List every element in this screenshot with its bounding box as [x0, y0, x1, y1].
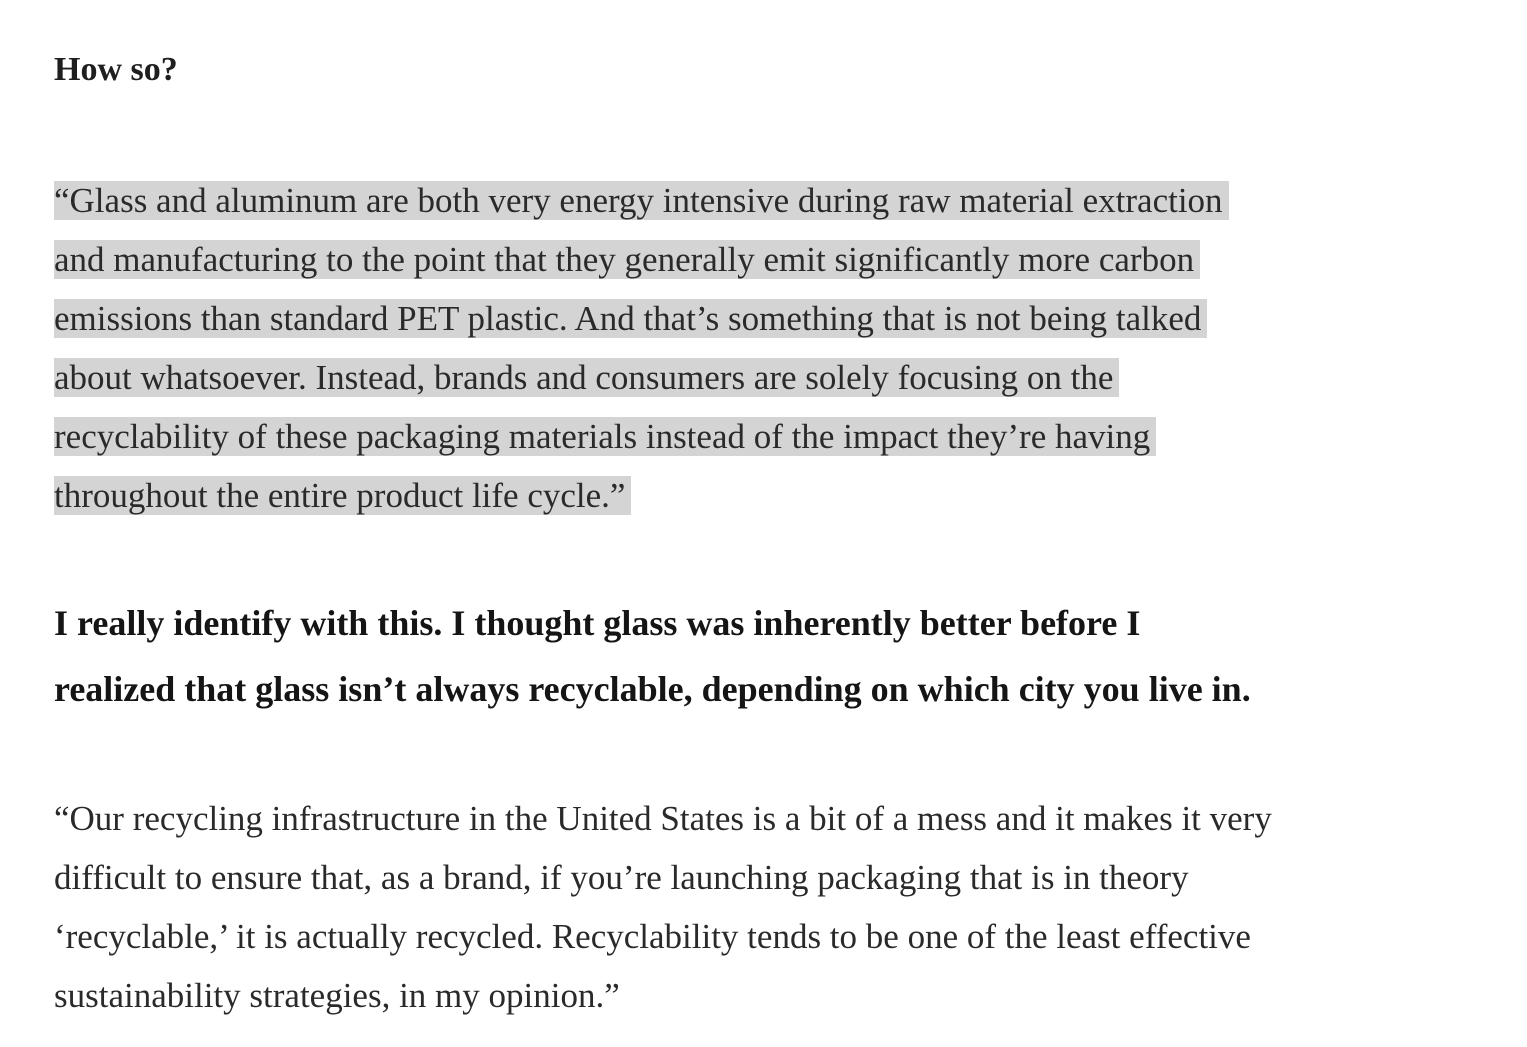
- answer-line: and manufacturing to the point that they…: [54, 230, 1229, 289]
- question-line: realized that glass isn’t always recycla…: [54, 669, 1251, 709]
- selection-highlight: “Glass and aluminum are both very energy…: [54, 181, 1229, 220]
- question-line: I really identify with this. I thought g…: [54, 603, 1141, 643]
- selection-highlight: about whatsoever. Instead, brands and co…: [54, 358, 1120, 397]
- selection-highlight: and manufacturing to the point that they…: [54, 240, 1201, 279]
- answer-line: throughout the entire product life cycle…: [54, 466, 1229, 525]
- highlighted-answer-paragraph[interactable]: “Glass and aluminum are both very energy…: [54, 171, 1229, 525]
- selection-highlight: emissions than standard PET plastic. And…: [54, 299, 1208, 338]
- answer-line: recyclability of these packaging materia…: [54, 407, 1229, 466]
- answer-line: “Our recycling infrastructure in the Uni…: [54, 799, 1272, 838]
- answer-line: emissions than standard PET plastic. And…: [54, 289, 1229, 348]
- selection-highlight: recyclability of these packaging materia…: [54, 417, 1157, 456]
- answer-line: sustainability strategies, in my opinion…: [54, 976, 620, 1015]
- answer-line: about whatsoever. Instead, brands and co…: [54, 348, 1229, 407]
- answer-paragraph[interactable]: “Our recycling infrastructure in the Uni…: [54, 789, 1272, 1025]
- selection-highlight: throughout the entire product life cycle…: [54, 476, 632, 515]
- answer-line: difficult to ensure that, as a brand, if…: [54, 858, 1189, 897]
- answer-line: ‘recyclable,’ it is actually recycled. R…: [54, 917, 1251, 956]
- interview-question-paragraph[interactable]: I really identify with this. I thought g…: [54, 590, 1251, 722]
- interview-question-heading: How so?: [54, 51, 178, 88]
- answer-line: “Glass and aluminum are both very energy…: [54, 171, 1229, 230]
